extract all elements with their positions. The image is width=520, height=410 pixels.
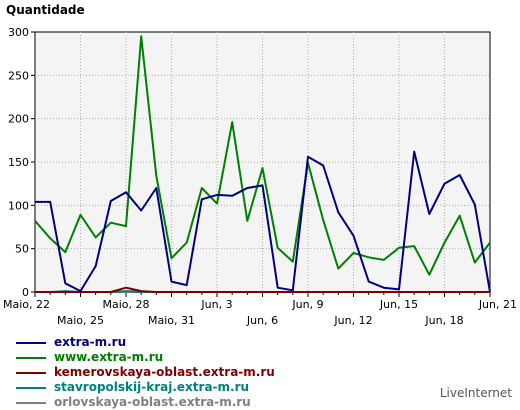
- legend-swatch: [16, 371, 46, 374]
- line-chart: 0 50 100 150 200 250 300 Maio, 22 Maio, 28 Jun, …: [3, 26, 517, 327]
- legend-item: www.extra-m.ru: [16, 350, 275, 365]
- x-tick-label: Jun, 12: [333, 314, 372, 327]
- legend-swatch: [16, 386, 46, 389]
- y-axis-ticks: 0 50 100 150 200 250 300: [8, 26, 35, 299]
- x-tick-label: Jun, 15: [379, 298, 418, 311]
- y-tick-label: 0: [22, 286, 29, 299]
- x-axis-ticks: Maio, 22 Maio, 28 Jun, 3 Jun, 9 Jun, 15 Jun, …: [3, 292, 517, 327]
- legend-item: stavropolskij-kraj.extra-m.ru: [16, 380, 275, 395]
- series-line-0: [35, 150, 491, 293]
- x-tick-label: Jun, 21: [478, 298, 517, 311]
- x-tick-label: Jun, 6: [246, 314, 278, 327]
- legend-swatch: [16, 356, 46, 359]
- legend-label: stavropolskij-kraj.extra-m.ru: [54, 380, 250, 394]
- x-tick-label: Jun, 18: [424, 314, 463, 327]
- series-line-2: [35, 286, 490, 293]
- legend-label: extra-m.ru: [54, 335, 127, 349]
- legend-swatch: [16, 341, 46, 344]
- legend-label: kemerovskaya-oblast.extra-m.ru: [54, 365, 275, 379]
- brand-label: LiveInternet: [439, 386, 512, 400]
- legend: extra-m.ru www.extra-m.ru kemerovskaya-obl…: [16, 335, 275, 410]
- legend-label: orlovskaya-oblast.extra-m.ru: [54, 395, 251, 409]
- x-tick-label: Maio, 28: [102, 298, 149, 311]
- series-lines: [34, 35, 491, 293]
- y-tick-label: 50: [15, 243, 29, 256]
- series-line-1: [34, 35, 491, 276]
- y-tick-label: 150: [8, 156, 29, 169]
- y-axis-title: Quantidade: [6, 3, 85, 17]
- legend-item: kemerovskaya-oblast.extra-m.ru: [16, 365, 275, 380]
- x-tick-label: Jun, 9: [291, 298, 323, 311]
- x-tick-label: Jun, 3: [200, 298, 232, 311]
- x-tick-label: Maio, 31: [148, 314, 195, 327]
- x-tick-label: Maio, 22: [3, 298, 50, 311]
- legend-item: orlovskaya-oblast.extra-m.ru: [16, 395, 275, 410]
- y-tick-label: 300: [8, 26, 29, 39]
- x-tick-label: Maio, 25: [57, 314, 104, 327]
- legend-item: extra-m.ru: [16, 335, 275, 350]
- legend-swatch: [16, 401, 46, 404]
- y-tick-label: 250: [8, 69, 29, 82]
- y-tick-label: 100: [8, 199, 29, 212]
- legend-label: www.extra-m.ru: [54, 350, 164, 364]
- y-tick-label: 200: [8, 113, 29, 126]
